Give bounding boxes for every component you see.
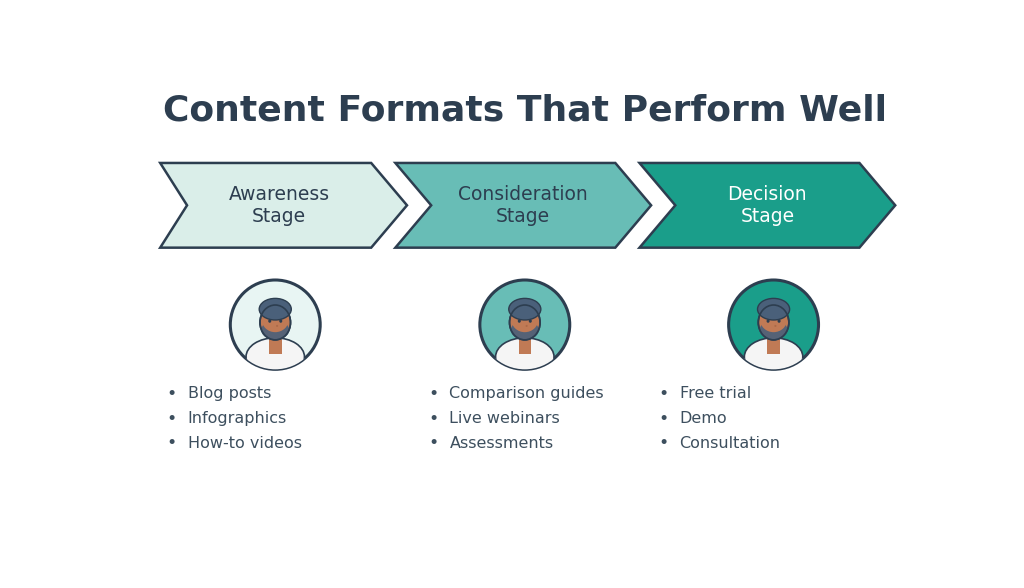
Text: •: • [658, 385, 669, 403]
Text: Blog posts: Blog posts [187, 386, 271, 402]
Text: Consultation: Consultation [680, 436, 780, 451]
Ellipse shape [511, 307, 539, 332]
Ellipse shape [518, 319, 521, 323]
Text: How-to videos: How-to videos [187, 436, 301, 451]
Polygon shape [640, 163, 895, 248]
Ellipse shape [758, 298, 790, 320]
Circle shape [230, 280, 321, 369]
Polygon shape [395, 163, 651, 248]
Text: Assessments: Assessments [450, 436, 554, 451]
Ellipse shape [528, 319, 531, 323]
Ellipse shape [496, 338, 554, 376]
Text: •: • [658, 435, 669, 452]
Ellipse shape [509, 298, 541, 320]
Ellipse shape [744, 338, 803, 376]
Ellipse shape [760, 307, 787, 332]
Text: Comparison guides: Comparison guides [450, 386, 604, 402]
Text: •: • [428, 385, 438, 403]
Text: •: • [167, 410, 177, 427]
Text: Infographics: Infographics [187, 411, 287, 426]
Ellipse shape [261, 320, 290, 340]
Ellipse shape [262, 307, 289, 332]
Circle shape [480, 280, 569, 369]
Bar [269, 337, 282, 354]
Ellipse shape [777, 319, 780, 323]
Circle shape [729, 280, 818, 369]
Text: •: • [428, 410, 438, 427]
Text: Decision
Stage: Decision Stage [728, 185, 807, 226]
Text: •: • [428, 435, 438, 452]
Text: Content Formats That Perform Well: Content Formats That Perform Well [163, 93, 887, 128]
Ellipse shape [268, 319, 271, 323]
Ellipse shape [760, 320, 787, 340]
Text: •: • [167, 435, 177, 452]
Text: •: • [167, 385, 177, 403]
Ellipse shape [259, 298, 291, 320]
Text: Awareness
Stage: Awareness Stage [228, 185, 330, 226]
Ellipse shape [260, 305, 291, 340]
Text: Live webinars: Live webinars [450, 411, 560, 426]
Ellipse shape [510, 305, 540, 340]
Text: •: • [658, 410, 669, 427]
Ellipse shape [280, 319, 283, 323]
Ellipse shape [246, 338, 304, 376]
Text: Free trial: Free trial [680, 386, 751, 402]
Bar [767, 337, 780, 354]
Ellipse shape [774, 325, 776, 327]
Ellipse shape [511, 320, 539, 340]
Ellipse shape [759, 305, 788, 340]
Ellipse shape [276, 325, 279, 327]
Text: Demo: Demo [680, 411, 727, 426]
Polygon shape [160, 163, 407, 248]
Ellipse shape [525, 325, 527, 327]
Bar [518, 337, 531, 354]
Text: Consideration
Stage: Consideration Stage [459, 185, 588, 226]
Ellipse shape [767, 319, 770, 323]
